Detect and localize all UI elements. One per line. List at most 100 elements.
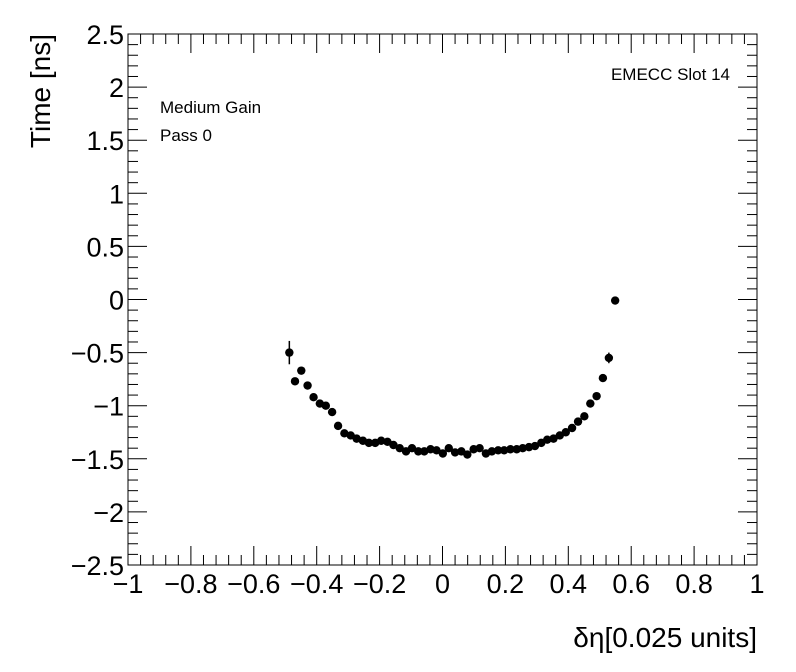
data-point [297, 366, 306, 375]
data-point [487, 447, 497, 456]
point-marker [297, 366, 306, 375]
point-marker [290, 377, 300, 386]
x-tick-label: −1 [113, 569, 144, 599]
data-point [592, 391, 601, 401]
point-marker [561, 428, 570, 437]
point-marker [463, 450, 472, 459]
data-point [518, 443, 527, 453]
y-tick-label: −2 [93, 498, 124, 528]
data-point [285, 340, 294, 365]
y-tick-label: 2.5 [86, 20, 124, 50]
data-point [432, 446, 441, 455]
y-tick-label: −1 [93, 392, 124, 422]
point-marker [285, 348, 294, 357]
data-point [567, 423, 577, 433]
point-marker [506, 445, 515, 454]
point-marker [321, 401, 331, 410]
point-marker [475, 443, 484, 453]
point-marker [549, 434, 558, 443]
data-point [598, 373, 608, 383]
x-tick-label: 0.6 [612, 569, 650, 599]
x-tick-label: 0.4 [550, 569, 588, 599]
point-marker [580, 412, 589, 421]
axis-ticks [127, 33, 758, 566]
y-tick-label: −0.5 [71, 339, 124, 369]
data-point [499, 446, 509, 455]
data-point [444, 443, 453, 453]
data-point [549, 434, 558, 443]
y-tick-label: −2.5 [71, 551, 124, 581]
data-point [543, 435, 552, 444]
data-point [580, 412, 589, 421]
data-point [463, 450, 472, 459]
point-marker [389, 440, 398, 450]
data-point [395, 443, 404, 453]
x-tick-label: 0.8 [675, 569, 713, 599]
y-tick-labels: −2.5 −2 −1.5 −1 −0.5 0 0.5 1 1.5 2 2.5 [71, 20, 124, 581]
point-marker [438, 449, 448, 458]
gain-label: Medium Gain [160, 98, 261, 117]
point-marker [444, 443, 453, 453]
y-tick-label: 1.5 [86, 126, 124, 156]
data-point [309, 393, 318, 402]
x-tick-labels: −1 −0.8 −0.6 −0.4 −0.2 0 0.2 0.4 0.6 0.8 1 [113, 569, 765, 599]
data-point [333, 421, 343, 431]
data-point [376, 436, 386, 445]
data-point [573, 417, 583, 426]
x-tick-label: 1 [749, 569, 764, 599]
y-tick-label: 0.5 [86, 232, 124, 262]
y-tick-label: 1 [109, 179, 124, 209]
x-axis-title: δη[0.025 units] [573, 622, 757, 653]
point-marker [327, 407, 337, 417]
data-point [586, 399, 595, 408]
slot-label: EMECC Slot 14 [611, 65, 730, 84]
data-point [407, 443, 417, 453]
y-tick-label: 2 [109, 73, 124, 103]
point-marker [376, 436, 386, 445]
point-marker [530, 441, 540, 451]
x-tick-label: 0 [435, 569, 450, 599]
data-point [475, 443, 484, 453]
data-point [438, 449, 448, 458]
data-point [610, 296, 620, 305]
data-point [530, 441, 540, 451]
y-tick-label: 0 [109, 286, 124, 316]
x-tick-label: −0.2 [353, 569, 406, 599]
point-marker [586, 399, 595, 408]
data-points [285, 296, 620, 459]
y-tick-label: −1.5 [71, 445, 124, 475]
point-marker [567, 423, 577, 433]
data-point [604, 352, 614, 364]
point-marker [610, 296, 620, 305]
data-point [290, 377, 300, 386]
data-point [303, 381, 312, 390]
point-marker [518, 443, 527, 453]
data-point [561, 428, 570, 437]
point-marker [592, 391, 601, 401]
x-tick-label: −0.6 [227, 569, 280, 599]
point-marker [543, 435, 552, 444]
data-point [506, 445, 515, 454]
point-marker [364, 438, 374, 448]
data-point [321, 401, 331, 410]
data-point [327, 407, 337, 417]
point-marker [487, 447, 497, 456]
data-point [389, 440, 398, 450]
point-marker [573, 417, 583, 426]
data-point [364, 438, 374, 448]
x-tick-label: −0.4 [290, 569, 343, 599]
x-tick-label: −0.8 [164, 569, 217, 599]
point-marker [414, 447, 423, 456]
point-marker [303, 381, 312, 390]
point-marker [598, 373, 608, 383]
point-marker [333, 421, 343, 431]
point-marker [432, 446, 441, 455]
data-point [414, 447, 423, 456]
x-tick-label: 0.2 [487, 569, 525, 599]
point-marker [499, 446, 509, 455]
data-point [493, 446, 503, 455]
point-marker [493, 446, 503, 455]
point-marker [604, 353, 614, 363]
point-marker [450, 448, 460, 457]
